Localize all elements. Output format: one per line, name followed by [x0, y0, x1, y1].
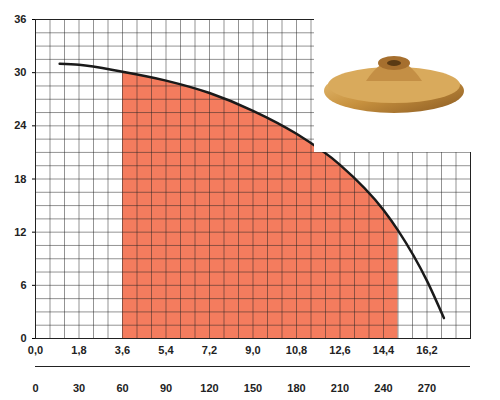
svg-text:0: 0 [20, 332, 26, 344]
svg-text:12,6: 12,6 [329, 344, 350, 356]
svg-text:1,8: 1,8 [71, 344, 86, 356]
svg-text:7,2: 7,2 [202, 344, 217, 356]
svg-text:120: 120 [200, 382, 218, 394]
svg-text:180: 180 [287, 382, 305, 394]
svg-text:5,4: 5,4 [158, 344, 174, 356]
svg-text:9,0: 9,0 [245, 344, 260, 356]
svg-text:14,4: 14,4 [373, 344, 395, 356]
svg-text:18: 18 [14, 173, 26, 185]
svg-text:270: 270 [418, 382, 436, 394]
svg-text:150: 150 [244, 382, 262, 394]
svg-text:0: 0 [32, 382, 38, 394]
svg-text:90: 90 [160, 382, 172, 394]
svg-text:60: 60 [116, 382, 128, 394]
svg-text:16,2: 16,2 [416, 344, 437, 356]
svg-text:36: 36 [14, 13, 26, 25]
svg-text:12: 12 [14, 226, 26, 238]
svg-text:6: 6 [20, 279, 26, 291]
svg-text:24: 24 [14, 119, 27, 131]
svg-text:0,0: 0,0 [28, 344, 43, 356]
svg-text:210: 210 [331, 382, 349, 394]
svg-text:3,6: 3,6 [115, 344, 130, 356]
svg-text:30: 30 [73, 382, 85, 394]
svg-text:30: 30 [14, 66, 26, 78]
svg-text:10,8: 10,8 [286, 344, 307, 356]
svg-text:240: 240 [374, 382, 392, 394]
